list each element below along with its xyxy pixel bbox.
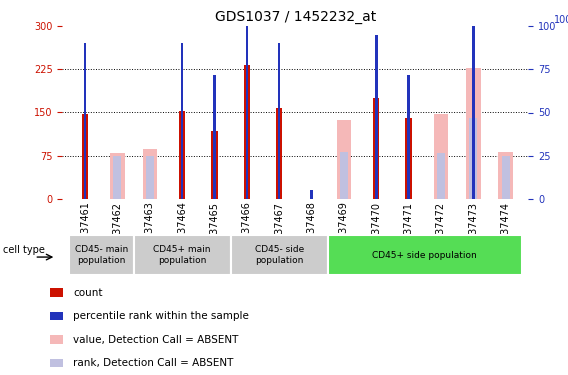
Bar [179,111,185,199]
Bar [51,358,63,367]
Bar [373,98,379,199]
Bar [276,108,282,199]
Text: CD45- main
population: CD45- main population [74,245,128,265]
Bar [51,335,63,344]
Bar [146,156,154,199]
Bar [407,75,410,199]
Bar [433,114,448,199]
Text: cell type: cell type [3,245,45,255]
Bar [69,235,133,275]
Text: rank, Detection Call = ABSENT: rank, Detection Call = ABSENT [73,358,233,368]
Bar [51,312,63,320]
Bar [245,0,248,199]
Text: CD45+ main
population: CD45+ main population [153,245,211,265]
Text: value, Detection Call = ABSENT: value, Detection Call = ABSENT [73,335,239,345]
Bar [469,118,477,199]
Text: CD45- side
population: CD45- side population [254,245,304,265]
Bar [133,235,231,275]
Bar [143,149,157,199]
Bar [82,114,89,199]
Bar [328,235,522,275]
Bar [51,288,63,297]
Bar [213,75,216,199]
Text: count: count [73,288,102,298]
Bar [211,131,218,199]
Bar [84,44,86,199]
Text: 100%: 100% [554,15,568,24]
Bar [466,68,481,199]
Bar [110,153,125,199]
Text: percentile rank within the sample: percentile rank within the sample [73,311,249,321]
Bar [114,156,122,199]
Bar [437,153,445,199]
Bar [375,35,378,199]
Bar [278,44,281,199]
Bar [337,120,351,199]
Bar [406,118,412,199]
Bar [244,65,250,199]
Text: CD45+ side population: CD45+ side population [373,251,477,260]
Bar [310,190,313,199]
Bar [502,156,509,199]
Bar [472,0,475,199]
Bar [340,152,348,199]
Title: GDS1037 / 1452232_at: GDS1037 / 1452232_at [215,10,376,24]
Bar [498,152,513,199]
Bar [231,235,328,275]
Bar [181,44,183,199]
